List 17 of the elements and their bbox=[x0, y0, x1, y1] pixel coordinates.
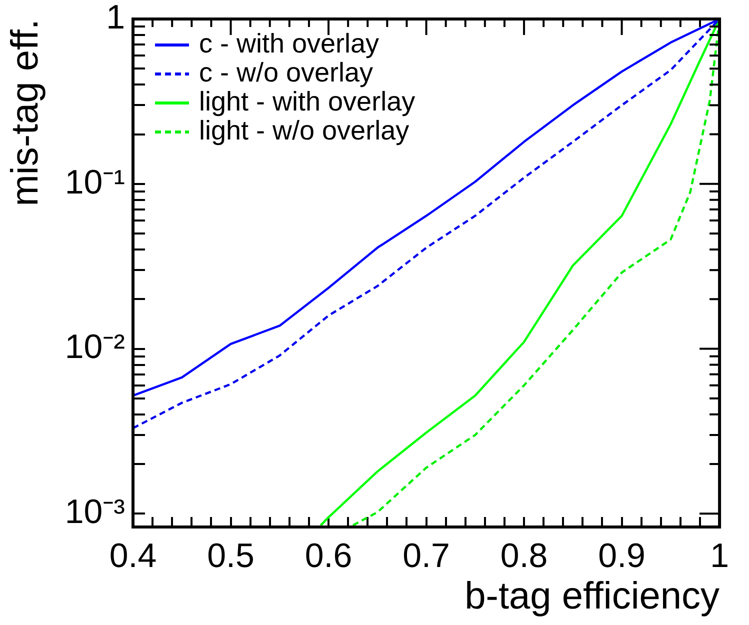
y-axis-title: mis-tag eff. bbox=[4, 19, 46, 206]
y-tick-label: 10⁻¹ bbox=[64, 163, 125, 202]
legend-label: c - w/o overlay bbox=[199, 57, 374, 88]
y-tick-label: 10⁻³ bbox=[64, 493, 125, 532]
legend-label: light - with overlay bbox=[199, 86, 416, 116]
y-tick-label: 1 bbox=[106, 0, 125, 36]
x-tick-label: 0.8 bbox=[500, 536, 548, 575]
x-tick-label: 0.5 bbox=[207, 536, 254, 575]
x-tick-label: 0.6 bbox=[304, 536, 352, 575]
x-tick-label: 1 bbox=[710, 536, 730, 575]
x-tick-label: 0.9 bbox=[598, 536, 646, 575]
x-axis-title: b-tag efficiency bbox=[464, 576, 720, 618]
x-tick-label: 0.4 bbox=[109, 536, 157, 575]
x-tick-label: 0.7 bbox=[402, 536, 450, 575]
legend-label: c - with overlay bbox=[199, 28, 380, 58]
y-tick-label: 10⁻² bbox=[64, 328, 125, 366]
legend-label: light - w/o overlay bbox=[199, 115, 410, 146]
